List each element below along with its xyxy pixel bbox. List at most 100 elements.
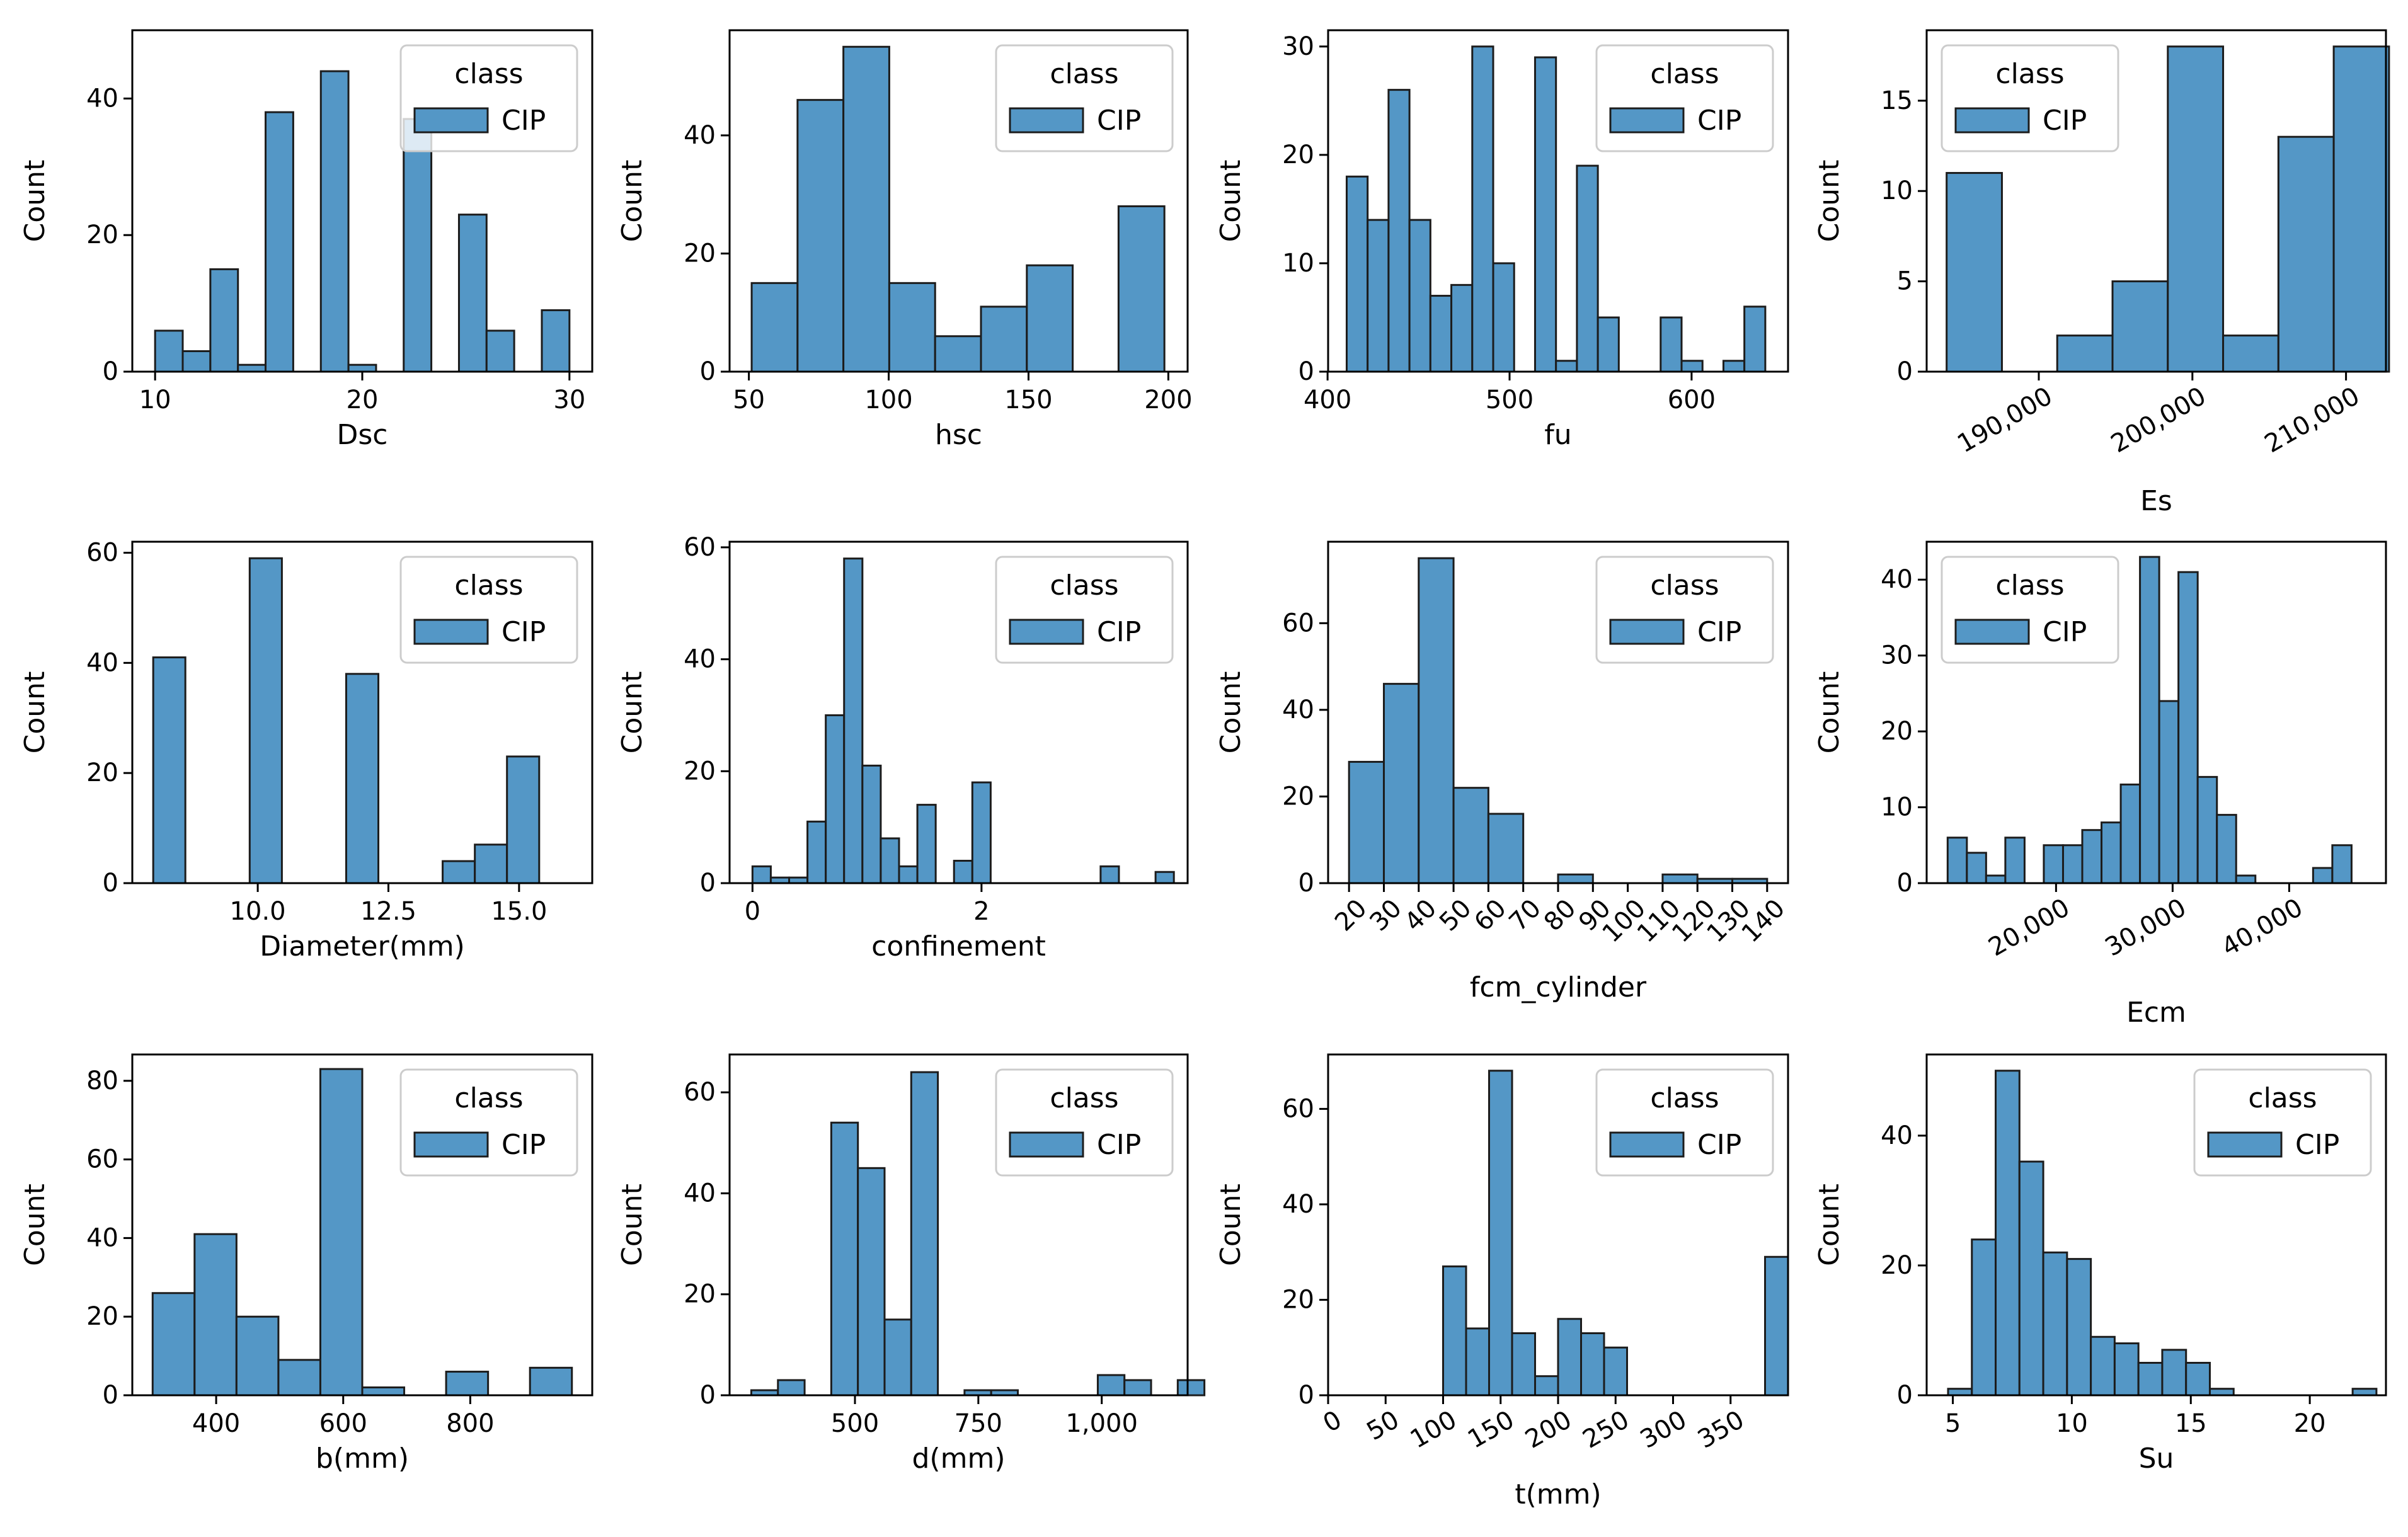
histogram-bar [1511, 1332, 1536, 1397]
x-tick-label: 600 [319, 1409, 367, 1438]
legend-label: CIP [1697, 616, 1741, 648]
histogram-bar [2185, 1361, 2211, 1397]
histogram-bar [857, 1167, 886, 1397]
y-tick-label: 20 [1282, 782, 1314, 811]
histogram-bar [861, 764, 882, 884]
legend: class CIP [1595, 1068, 1774, 1177]
histogram-bar [830, 1121, 859, 1397]
x-tick-label: 200 [1520, 1405, 1576, 1454]
histogram-bar [1661, 873, 1699, 884]
histogram-bar [154, 329, 184, 373]
y-tick-label: 0 [1897, 357, 1913, 386]
histogram-bar [361, 1386, 406, 1397]
y-tick-label: 20 [86, 1302, 118, 1331]
x-tick-label: 750 [955, 1409, 1002, 1438]
histogram-bar [1557, 873, 1594, 884]
x-tick-label: 50 [733, 386, 765, 414]
y-tick-label: 60 [86, 1145, 118, 1174]
histogram-bar [953, 859, 973, 884]
histogram-bar [2137, 1361, 2164, 1397]
legend-title: class [1995, 58, 2064, 90]
histogram-bar [1722, 360, 1746, 373]
histogram-bar [1117, 205, 1166, 373]
x-tick-label: 15 [2175, 1409, 2207, 1438]
legend-title: class [2248, 1082, 2317, 1114]
y-axis-label: Count [1215, 671, 1247, 754]
y-tick-label: 10 [1881, 176, 1913, 205]
axes-frame [728, 29, 1189, 373]
histogram-bar [1487, 813, 1525, 884]
y-tick-label: 40 [86, 1223, 118, 1252]
histogram-bar [1418, 557, 1455, 884]
histogram-panel: 0 20 40 60 80 400 600 800 b(mm) Count class CIP [19, 1053, 593, 1475]
legend-title: class [454, 1082, 523, 1114]
legend: class CIP [1595, 44, 1774, 152]
y-axis-label: Count [19, 671, 51, 754]
histogram-bar [235, 1315, 280, 1397]
histogram-bar [751, 865, 772, 884]
histogram-bar [2042, 1251, 2068, 1397]
axes-frame [131, 1053, 593, 1397]
histogram-panel: 0 20 40 60 10.0 12.5 15.0 Diameter(mm) Count clas… [19, 538, 593, 963]
x-axis-label: Ecm [2126, 997, 2186, 1029]
y-tick-label: 20 [684, 757, 716, 786]
histogram-bar [1387, 89, 1411, 373]
y-tick-label: 20 [684, 239, 716, 268]
y-tick-label: 20 [86, 758, 118, 787]
x-axis-label: Diameter(mm) [260, 930, 464, 963]
y-axis-label: Count [616, 160, 648, 243]
histogram-bar [2043, 844, 2064, 884]
histogram-bar [1442, 1265, 1467, 1397]
x-tick-label: 30 [553, 386, 585, 414]
y-axis-label: Count [1215, 160, 1247, 243]
y-tick-label: 60 [684, 1078, 716, 1107]
histogram-bar [1348, 760, 1385, 884]
histogram-bar [898, 865, 919, 884]
y-tick-label: 20 [684, 1280, 716, 1309]
y-axis-label: Count [19, 160, 51, 243]
legend-swatch [1009, 1131, 1084, 1158]
x-tick-label: 100 [864, 386, 912, 414]
y-tick-label: 0 [1897, 869, 1913, 898]
histogram-bar [345, 673, 380, 884]
histogram-bar [1452, 787, 1489, 884]
legend: class CIP [1941, 44, 2119, 152]
histogram-bar [1534, 56, 1557, 373]
histogram-bar [1555, 360, 1578, 373]
histogram-bar [209, 268, 239, 373]
legend-title: class [1050, 569, 1118, 602]
legend: class CIP [1595, 556, 1774, 664]
x-tick-label: 30,000 [2101, 893, 2191, 963]
y-tick-label: 0 [1299, 357, 1314, 386]
histogram-bar [2351, 1388, 2378, 1397]
y-tick-label: 10 [1881, 793, 1913, 822]
histogram-bar [1966, 852, 1987, 884]
y-tick-label: 30 [1881, 641, 1913, 670]
histogram-bar [319, 70, 350, 373]
y-tick-label: 0 [700, 869, 716, 898]
y-tick-label: 40 [1881, 565, 1913, 594]
y-tick-label: 40 [86, 648, 118, 677]
histogram-bar [1995, 1070, 2021, 1397]
histogram-bar [880, 837, 900, 884]
y-tick-label: 20 [1282, 1285, 1314, 1314]
x-tick-label: 800 [446, 1409, 494, 1438]
x-tick-label: 50 [1362, 1405, 1404, 1446]
histogram-bar [2101, 821, 2122, 884]
histogram-bar [1488, 1070, 1513, 1397]
histogram-bar [2167, 45, 2225, 373]
y-tick-label: 40 [684, 121, 716, 150]
x-tick-label: 600 [1668, 386, 1716, 414]
y-tick-label: 0 [1897, 1381, 1913, 1410]
legend-title: class [454, 58, 523, 90]
histogram-bar [910, 1071, 939, 1397]
legend-swatch [1609, 107, 1685, 134]
histogram-bar [1985, 874, 2007, 884]
y-tick-label: 20 [1881, 1251, 1913, 1280]
legend-label: CIP [502, 616, 546, 648]
y-tick-label: 40 [1282, 1190, 1314, 1219]
histogram-bar [541, 309, 571, 373]
x-tick-label: 20 [347, 386, 379, 414]
legend-label: CIP [1697, 105, 1741, 137]
histogram-bar [506, 755, 541, 884]
